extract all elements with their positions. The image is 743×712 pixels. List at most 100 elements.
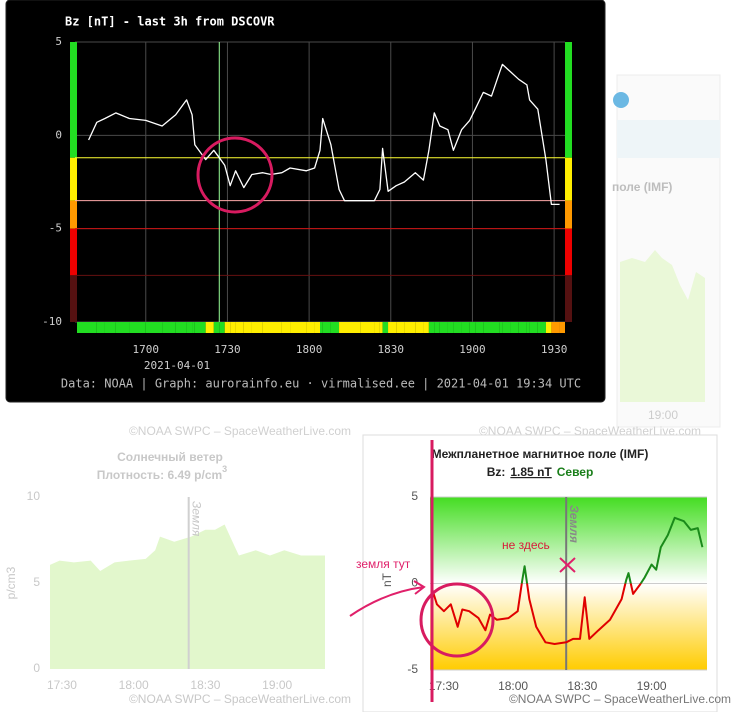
status-segment [529, 322, 538, 333]
fragment-credit: ©NOAA SWPC – SpaceWeatherLive.com [129, 424, 351, 438]
status-segment [230, 322, 236, 333]
status-segment [518, 322, 527, 333]
highlight-circle [419, 582, 495, 658]
status-segment [428, 322, 435, 333]
chart-subtitle: Bz: 1.85 nT Север [487, 465, 594, 479]
y-tick-label: 5 [55, 35, 62, 48]
fragment-time: 19:00 [648, 408, 678, 422]
status-segment [186, 322, 193, 333]
status-segment [404, 322, 416, 333]
bz-chart: 5 0 -5 -10 1700 1730 1800 1830 1900 1930 [42, 35, 572, 356]
data-line [88, 63, 560, 206]
y-axis-label: nT [380, 572, 394, 587]
scale-band [565, 42, 572, 158]
data-line [431, 516, 704, 645]
status-segment [491, 322, 500, 333]
status-segment [339, 322, 345, 333]
chart-title: Bz [nT] - last 3h from DSCOVR [65, 15, 275, 29]
status-segment [290, 322, 307, 333]
x-tick-label: 17:30 [47, 678, 77, 692]
status-segment [439, 322, 448, 333]
date-label: 2021-04-01 [144, 359, 210, 372]
status-segment [360, 322, 375, 333]
chart-subtitle: Плотность: 6.49 p/cm3 [97, 464, 227, 482]
status-segment [447, 322, 454, 333]
status-segment [344, 322, 361, 333]
y-tick-label: 0 [411, 576, 418, 590]
x-tick-label: 19:00 [262, 678, 292, 692]
bz-direction: Север [557, 465, 594, 479]
status-segment [499, 322, 503, 333]
status-segment [379, 322, 383, 333]
earth-label: Земля [190, 501, 204, 537]
status-segment [77, 322, 97, 333]
scale-band [565, 200, 572, 229]
y-tick-label: -10 [42, 315, 62, 328]
scale-band [565, 228, 572, 276]
density-chart: 10 5 0 17:30 18:00 18:30 19:00 Земля [27, 489, 325, 692]
status-segment [251, 322, 263, 333]
status-segment [219, 322, 225, 333]
scale-band [565, 157, 572, 201]
credit: ©NOAA SWPC – SpaceWeatherLive.com [509, 692, 731, 706]
status-segment [502, 322, 511, 333]
data-area [50, 524, 325, 669]
status-segment [545, 322, 552, 333]
y-tick-label: 10 [27, 489, 41, 503]
status-segment [382, 322, 389, 333]
status-segment [423, 322, 429, 333]
status-segment [483, 322, 492, 333]
status-segment [551, 322, 560, 333]
y-tick-label: 0 [33, 661, 40, 675]
status-segment [306, 322, 315, 333]
status-segment [129, 322, 146, 333]
status-segment [194, 322, 206, 333]
status-segment [469, 322, 476, 333]
status-segment [475, 322, 484, 333]
fragment-icon [613, 92, 629, 108]
chart-title: Солнечный ветер [117, 450, 223, 464]
footer: Data: NOAA | Graph: aurorainfo.eu · virm… [61, 377, 581, 391]
scale-band [70, 275, 77, 322]
status-segment [320, 322, 323, 333]
y-tick-label: -5 [407, 662, 418, 676]
status-segment [314, 322, 320, 333]
y-axis-label: p/cm3 [4, 566, 18, 599]
x-tick-label: 1800 [296, 343, 323, 356]
status-segment [224, 322, 231, 333]
x-tick-label: 18:00 [119, 678, 149, 692]
status-segment [453, 322, 462, 333]
status-segment [235, 322, 244, 333]
bz-value: 1.85 nT [510, 465, 552, 479]
status-segment [145, 322, 163, 333]
scale-band [70, 157, 77, 201]
status-segment [396, 322, 405, 333]
status-segment [415, 322, 424, 333]
x-tick-label: 18:30 [190, 678, 220, 692]
status-segment [374, 322, 380, 333]
x-tick-label: 19:00 [637, 679, 667, 693]
x-tick-label: 1730 [214, 343, 241, 356]
y-tick-label: 5 [411, 489, 418, 503]
imf-chart: 5 0 -5 17:30 18:00 18:30 19:00 Земля [407, 489, 707, 693]
status-segment [526, 322, 530, 333]
status-segment [510, 322, 519, 333]
y-tick-label: 5 [33, 575, 40, 589]
x-tick-label: 1900 [459, 343, 486, 356]
status-segment [104, 322, 116, 333]
fragment-title: поле (IMF) [612, 180, 672, 194]
x-tick-label: 18:30 [567, 679, 597, 693]
earth-label: Земля [567, 505, 581, 543]
bz-label: Bz: [487, 465, 506, 479]
fragment-area [620, 250, 705, 402]
status-segment [322, 322, 331, 333]
x-tick-label: 1930 [541, 343, 568, 356]
status-segment [434, 322, 440, 333]
scale-band [70, 42, 77, 158]
status-segment [271, 322, 282, 333]
annotation: не здесь [502, 538, 550, 552]
highlight-circle [196, 136, 274, 214]
status-segment [213, 322, 220, 333]
status-segment [388, 322, 397, 333]
